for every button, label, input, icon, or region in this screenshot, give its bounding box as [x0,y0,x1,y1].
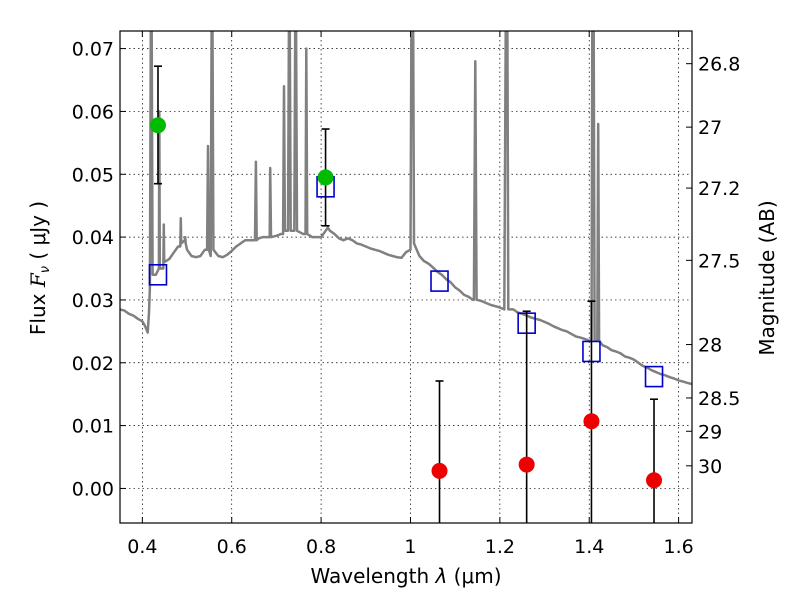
axis-ticks: 0.4 0.6 0.8 1 1.2 1.4 1.6 0.00 0.01 0.02 0.03 0.04 0… [72,31,740,558]
magnitude-tick-label: 29 [698,421,722,443]
non-detection-point [518,456,535,473]
y-tick-label: 0.02 [72,353,114,375]
magnitude-tick-label: 27.5 [698,250,740,272]
model-photometry-marker [430,270,449,292]
non-detection-point [431,462,448,479]
magnitude-tick-label: 28.5 [698,388,740,410]
y2-axis-label: Magnitude (AB) [755,200,779,355]
non-detection-point [583,413,600,430]
y-tick-label: 0.06 [72,101,114,123]
plot-frame [119,30,693,524]
model-photometry-marker [644,365,664,388]
detection-point [149,117,166,134]
magnitude-tick-label: 30 [698,456,722,478]
data-layer [120,31,692,523]
magnitude-tick-label: 27.2 [698,178,740,200]
y-tick-label: 0.01 [72,416,114,438]
x-tick-label: 1.2 [485,536,515,558]
y-tick-label: 0.04 [72,227,114,249]
x-tick-label: 1 [404,536,416,558]
x-tick-label: 1.6 [663,536,693,558]
y-tick-label: 0.03 [72,290,114,312]
x-tick-label: 1.4 [574,536,604,558]
magnitude-tick-label: 26.8 [698,54,740,76]
magnitude-tick-label: 28 [698,335,722,357]
y-tick-label: 0.00 [72,478,114,500]
magnitude-tick-label: 27 [698,117,722,139]
y-tick-label: 0.05 [72,164,114,186]
plot-background [120,31,692,523]
y-tick-label: 0.07 [72,39,114,61]
y-axis-label: Flux Fν ( μJy ) [26,201,53,335]
x-tick-label: 0.4 [127,536,157,558]
x-axis-label: Wavelength λ (μm) [310,564,501,588]
model-photometry-marker [148,264,168,286]
detection-point [317,169,334,186]
sed-model-line [120,31,692,386]
x-tick-label: 0.8 [306,536,336,558]
x-tick-label: 0.6 [217,536,247,558]
non-detection-point [646,472,663,489]
